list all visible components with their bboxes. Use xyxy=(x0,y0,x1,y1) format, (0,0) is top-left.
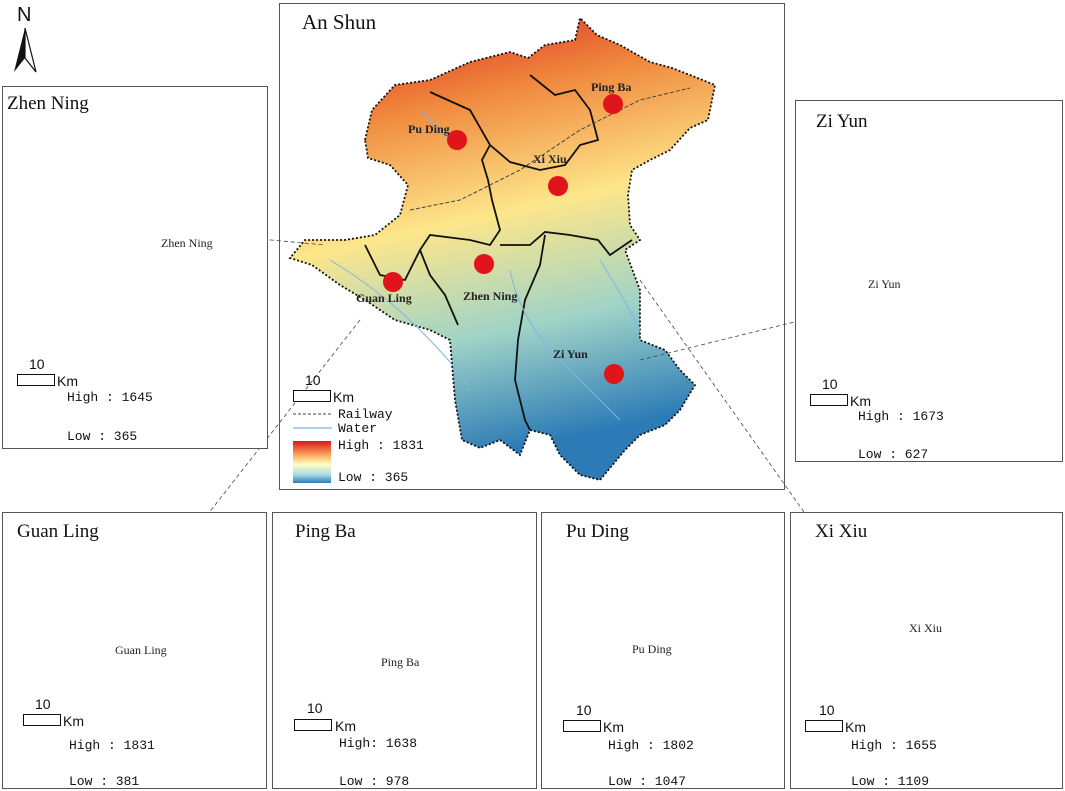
inset-scale-unit: Km xyxy=(845,719,866,735)
inset-legend-high: High : 1673 xyxy=(858,409,944,424)
inset-title: Pu Ding xyxy=(566,521,629,542)
inset-scale-bar xyxy=(294,719,332,731)
inset-title: Guan Ling xyxy=(17,521,99,542)
legend-high: High : 1831 xyxy=(338,438,424,453)
inset-scale-unit: Km xyxy=(335,718,356,734)
inset-scale-unit: Km xyxy=(850,393,871,409)
inset-region-label: Xi Xiu xyxy=(909,621,942,635)
an-shun-terrain xyxy=(288,16,717,482)
inset-guan-ling: Guan Ling Guan Ling 10 Km High : 1831 Lo… xyxy=(2,512,267,789)
inset-scale-value: 10 xyxy=(35,696,51,712)
label-zhen-ning: Zhen Ning xyxy=(463,289,518,303)
inset-scale-bar xyxy=(805,720,843,732)
zi-yun-marker xyxy=(604,364,624,384)
legend-low: Low : 365 xyxy=(338,470,409,485)
legend-water: Water xyxy=(338,421,378,436)
main-scale-unit: Km xyxy=(333,389,354,405)
inset-region-label: Pu Ding xyxy=(632,642,672,656)
inset-scale-value: 10 xyxy=(819,702,835,718)
inset-scale-bar xyxy=(17,374,55,386)
inset-title: Xi Xiu xyxy=(815,521,868,542)
inset-legend-low: Low : 1047 xyxy=(608,774,687,789)
county-boundaries xyxy=(364,74,633,431)
inset-zi-yun: Zi Yun Zi Yun 10 Km High : 1673 Low : 62… xyxy=(795,100,1063,462)
label-guan-ling: Guan Ling xyxy=(356,291,412,305)
inset-title: Zhen Ning xyxy=(7,93,89,114)
inset-scale-unit: Km xyxy=(57,373,78,389)
inset-legend-low: Low : 1109 xyxy=(851,774,930,789)
inset-zhen-ning: Zhen Ning Zhen Ning 10 Km High : 1645 Lo… xyxy=(2,86,268,449)
water-lines xyxy=(329,109,641,421)
inset-legend-high: High : 1802 xyxy=(608,738,694,753)
north-label: N xyxy=(17,4,32,26)
inset-region-label: Zi Yun xyxy=(868,277,901,291)
inset-scale-value: 10 xyxy=(576,702,592,718)
inset-region-label: Ping Ba xyxy=(381,655,420,669)
inset-region-label: Zhen Ning xyxy=(161,236,213,250)
xi-xiu-marker xyxy=(548,176,568,196)
inset-pu-ding: Pu Ding Pu Ding 10 Km High : 1802 Low : … xyxy=(541,512,785,789)
inset-scale-value: 10 xyxy=(29,356,45,372)
inset-scale-value: 10 xyxy=(307,700,323,716)
inset-title: Ping Ba xyxy=(295,521,356,542)
main-map-title: An Shun xyxy=(302,10,377,34)
inset-scale-unit: Km xyxy=(63,713,84,729)
inset-legend-low: Low : 627 xyxy=(858,447,929,462)
inset-legend-low: Low : 978 xyxy=(339,774,410,789)
railway-line xyxy=(409,87,691,211)
inset-scale-bar xyxy=(810,394,848,406)
legend-railway: Railway xyxy=(338,407,393,422)
inset-region-label: Guan Ling xyxy=(115,643,167,657)
main-legend-graphics xyxy=(293,413,332,483)
pu-ding-marker xyxy=(447,130,467,150)
label-xi-xiu: Xi Xiu xyxy=(533,152,567,166)
label-ping-ba: Ping Ba xyxy=(591,80,632,94)
inset-scale-value: 10 xyxy=(822,376,838,392)
ping-ba-marker xyxy=(603,94,623,114)
main-scale-bar xyxy=(293,390,331,402)
inset-legend-high: High: 1638 xyxy=(339,736,418,751)
inset-scale-unit: Km xyxy=(603,719,624,735)
an-shun-map xyxy=(288,16,717,482)
inset-legend-high: High : 1655 xyxy=(851,738,937,753)
inset-legend-high: High : 1645 xyxy=(67,390,153,405)
inset-legend-high: High : 1831 xyxy=(69,738,155,753)
main-scale-value: 10 xyxy=(305,372,321,388)
inset-scale-bar xyxy=(563,720,601,732)
inset-legend-low: Low : 381 xyxy=(69,774,140,789)
inset-xi-xiu: Xi Xiu Xi Xiu 10 Km High : 1655 Low : 11… xyxy=(790,512,1063,789)
zhen-ning-marker xyxy=(474,254,494,274)
inset-ping-ba: Ping Ba Ping Ba 10 Km High: 1638 Low : 9… xyxy=(272,512,537,789)
guan-ling-marker xyxy=(383,272,403,292)
inset-legend-low: Low : 365 xyxy=(67,429,138,444)
label-zi-yun: Zi Yun xyxy=(553,347,588,361)
inset-title: Zi Yun xyxy=(816,111,868,132)
label-pu-ding: Pu Ding xyxy=(408,122,450,136)
inset-scale-bar xyxy=(23,714,61,726)
north-arrow-icon xyxy=(14,27,37,73)
